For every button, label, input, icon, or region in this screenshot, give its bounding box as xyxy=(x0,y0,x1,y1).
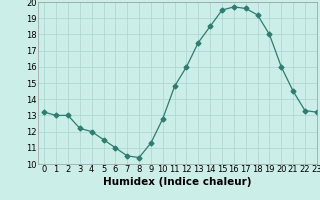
X-axis label: Humidex (Indice chaleur): Humidex (Indice chaleur) xyxy=(103,177,252,187)
